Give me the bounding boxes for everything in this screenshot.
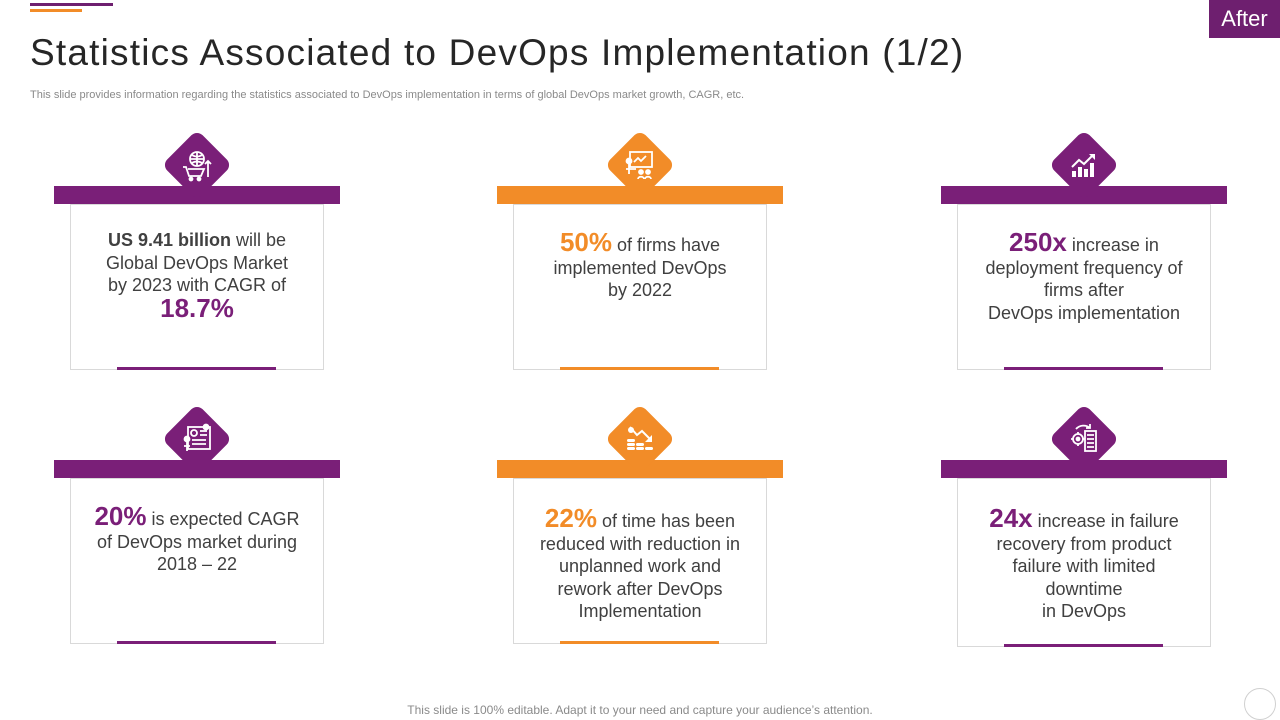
- growth-chart-icon: [1071, 154, 1095, 177]
- card-box: [513, 204, 767, 370]
- after-badge[interactable]: After: [1209, 0, 1280, 38]
- card-badge: [161, 129, 233, 201]
- card-underline: [117, 367, 276, 370]
- stat-highlight: 24x: [989, 503, 1033, 533]
- stat-line: Implementation: [578, 601, 702, 621]
- stat-line: increase in failure: [1032, 511, 1179, 531]
- stat-highlight: 22%: [544, 503, 597, 533]
- card-underline: [560, 367, 719, 370]
- stat-line: of DevOps market during: [96, 531, 298, 552]
- stat-line: rework after DevOps: [557, 578, 723, 599]
- globe-cart-icon: [183, 151, 212, 182]
- card-box: [957, 204, 1211, 370]
- card-underline: [117, 641, 276, 644]
- card-badge: [604, 129, 676, 201]
- stat-highlight: 20%: [94, 501, 147, 531]
- card-text: US 9.41 billion will be Global DevOps Ma…: [78, 229, 316, 322]
- stat-line: in DevOps: [1041, 601, 1127, 621]
- card-box: [957, 478, 1211, 647]
- stat-line: of time has been: [596, 511, 736, 531]
- stat-line: unplanned work and: [558, 556, 722, 576]
- stat-line: deployment frequency of: [985, 257, 1183, 278]
- card-text: 250x increase in deployment frequency of…: [965, 229, 1203, 324]
- stat-line: by 2022: [607, 280, 673, 300]
- card-box: [70, 478, 324, 644]
- stat-line: DevOps implementation: [987, 302, 1181, 323]
- recovery-gear-icon: [1071, 424, 1097, 452]
- stat-line: will be: [231, 230, 287, 250]
- card-badge: [1048, 403, 1120, 475]
- stat-line: increase in: [1066, 235, 1159, 255]
- stat-line: implemented DevOps: [553, 257, 727, 278]
- analytics-board-icon: [183, 423, 211, 451]
- card-text: 24x increase in failure recovery from pr…: [965, 505, 1203, 623]
- top-accent-orange: [30, 9, 82, 12]
- footer-note: This slide is 100% editable. Adapt it to…: [407, 703, 873, 717]
- stat-line: downtime: [1045, 578, 1123, 599]
- stat-line: is expected CAGR: [146, 509, 300, 529]
- stat-highlight: 50%: [559, 227, 612, 257]
- card-underline: [560, 641, 719, 644]
- page-subtitle: This slide provides information regardin…: [30, 89, 745, 101]
- stat-card-adoption: 50% of firms have implemented DevOps by …: [497, 127, 783, 397]
- card-underline: [1004, 367, 1163, 370]
- stat-line: by 2023 with CAGR of: [107, 275, 287, 295]
- top-accent-purple: [30, 3, 113, 6]
- stat-line: of firms have: [612, 235, 721, 255]
- card-text: 50% of firms have implemented DevOps by …: [521, 229, 759, 302]
- card-box: [513, 478, 767, 644]
- card-box: [70, 204, 324, 370]
- card-badge: [604, 403, 676, 475]
- stat-line: 2018 – 22: [156, 554, 238, 574]
- stat-line: failure with limited: [1012, 556, 1156, 576]
- stat-highlight: 18.7%: [160, 292, 234, 323]
- card-text: 22% of time has been reduced with reduct…: [521, 505, 759, 623]
- stat-card-market-size: US 9.41 billion will be Global DevOps Ma…: [54, 127, 340, 397]
- page-title: Statistics Associated to DevOps Implemen…: [30, 32, 965, 73]
- corner-button[interactable]: [1244, 688, 1276, 720]
- coins-decline-icon: [627, 426, 653, 450]
- card-text: 20% is expected CAGR of DevOps market du…: [78, 503, 316, 576]
- presentation-icon: [625, 151, 653, 180]
- card-underline: [1004, 644, 1163, 647]
- stat-line: reduced with reduction in: [539, 533, 741, 554]
- card-badge: [1048, 129, 1120, 201]
- stat-card-recovery: 24x increase in failure recovery from pr…: [941, 401, 1227, 671]
- stat-card-deployment: 250x increase in deployment frequency of…: [941, 127, 1227, 397]
- stat-line: recovery from product: [996, 533, 1172, 554]
- stat-highlight: 250x: [1009, 227, 1067, 257]
- stat-card-cagr: 20% is expected CAGR of DevOps market du…: [54, 401, 340, 671]
- stat-line: Global DevOps Market: [105, 252, 289, 273]
- stat-lead: US 9.41 billion: [107, 230, 231, 250]
- stat-line: firms after: [1043, 280, 1124, 300]
- card-badge: [161, 403, 233, 475]
- stat-card-time-saved: 22% of time has been reduced with reduct…: [497, 401, 783, 671]
